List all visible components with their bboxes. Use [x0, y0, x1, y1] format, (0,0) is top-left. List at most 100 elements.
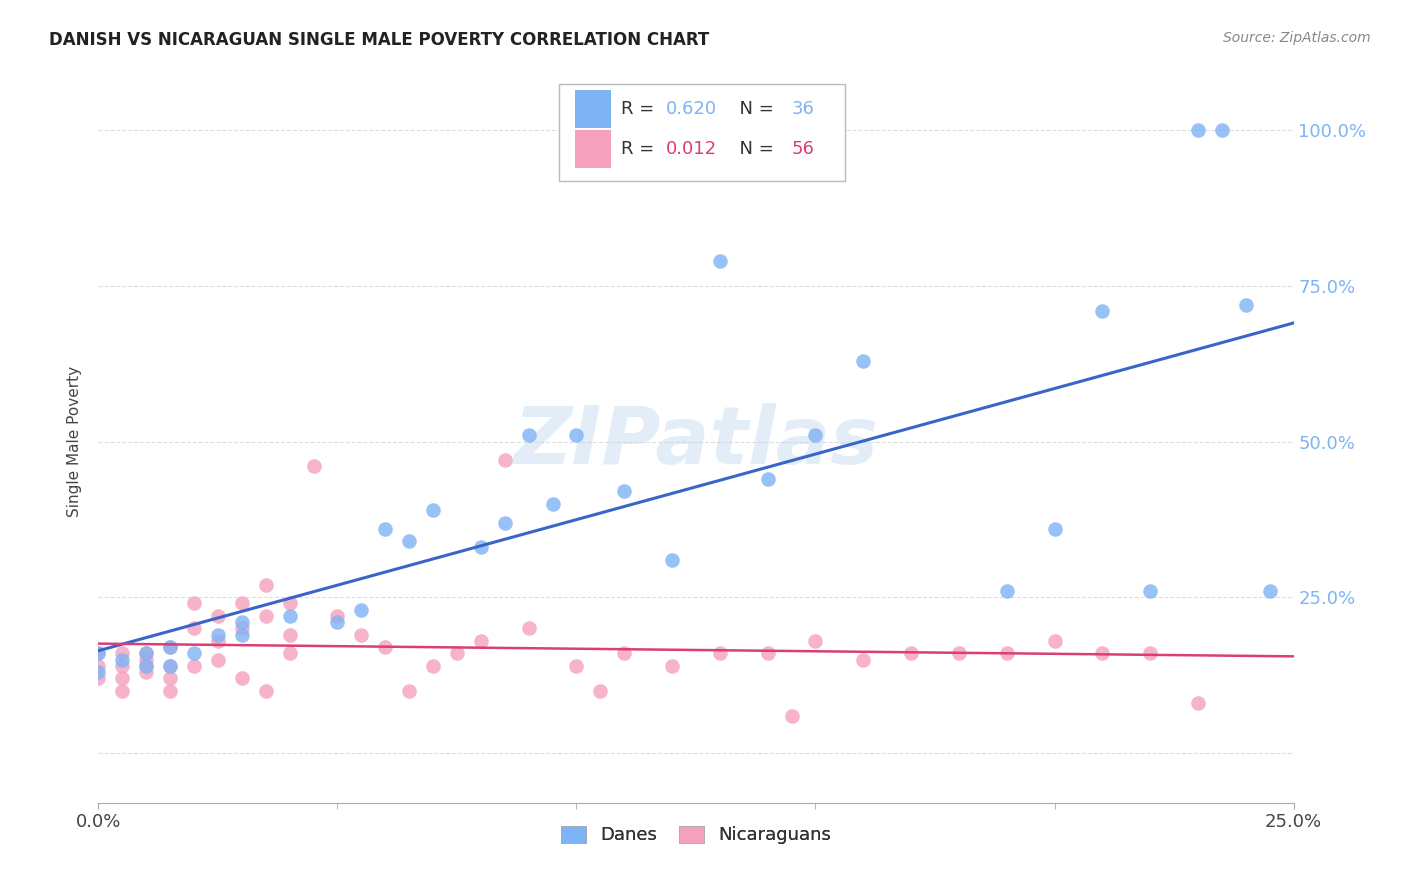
- Point: [756, 646, 779, 660]
- Point: [111, 646, 134, 660]
- Point: [87, 665, 110, 679]
- Text: DANISH VS NICARAGUAN SINGLE MALE POVERTY CORRELATION CHART: DANISH VS NICARAGUAN SINGLE MALE POVERTY…: [49, 31, 710, 49]
- Point: [374, 522, 396, 536]
- Point: [613, 646, 636, 660]
- Point: [254, 609, 277, 624]
- Point: [254, 683, 277, 698]
- Point: [780, 708, 803, 723]
- Point: [87, 646, 110, 660]
- Point: [135, 646, 157, 660]
- Point: [87, 646, 110, 660]
- Point: [709, 646, 731, 660]
- Point: [111, 683, 134, 698]
- Point: [159, 658, 181, 673]
- Legend: Danes, Nicaraguans: Danes, Nicaraguans: [554, 818, 838, 852]
- Point: [661, 658, 683, 673]
- Point: [135, 665, 157, 679]
- Point: [111, 658, 134, 673]
- Point: [135, 646, 157, 660]
- Point: [446, 646, 468, 660]
- Point: [756, 472, 779, 486]
- Point: [135, 658, 157, 673]
- Point: [1091, 303, 1114, 318]
- Point: [517, 621, 540, 635]
- Point: [1139, 646, 1161, 660]
- Point: [278, 646, 301, 660]
- FancyBboxPatch shape: [575, 90, 612, 128]
- Point: [159, 671, 181, 685]
- Text: N =: N =: [728, 100, 780, 118]
- Point: [159, 683, 181, 698]
- Point: [326, 615, 349, 630]
- Point: [231, 671, 253, 685]
- Point: [1234, 297, 1257, 311]
- Point: [470, 541, 492, 555]
- Point: [374, 640, 396, 654]
- Point: [159, 640, 181, 654]
- Point: [494, 453, 516, 467]
- Point: [111, 671, 134, 685]
- Text: R =: R =: [620, 140, 659, 158]
- Text: N =: N =: [728, 140, 780, 158]
- Point: [422, 658, 444, 673]
- Point: [183, 597, 205, 611]
- Point: [207, 609, 229, 624]
- Point: [1139, 584, 1161, 599]
- Point: [804, 633, 827, 648]
- Point: [1187, 696, 1209, 710]
- Point: [804, 428, 827, 442]
- Point: [565, 658, 588, 673]
- Point: [87, 671, 110, 685]
- Point: [494, 516, 516, 530]
- Point: [254, 578, 277, 592]
- Point: [995, 646, 1018, 660]
- Point: [852, 353, 875, 368]
- Point: [613, 484, 636, 499]
- Point: [517, 428, 540, 442]
- Point: [278, 597, 301, 611]
- Point: [1258, 584, 1281, 599]
- Point: [207, 627, 229, 641]
- Point: [1091, 646, 1114, 660]
- Point: [565, 428, 588, 442]
- Point: [589, 683, 612, 698]
- FancyBboxPatch shape: [558, 84, 845, 181]
- Point: [326, 609, 349, 624]
- Point: [87, 658, 110, 673]
- Point: [1043, 522, 1066, 536]
- Point: [135, 658, 157, 673]
- Text: 0.012: 0.012: [666, 140, 717, 158]
- Point: [278, 627, 301, 641]
- Point: [207, 652, 229, 666]
- Point: [661, 553, 683, 567]
- Point: [159, 658, 181, 673]
- Point: [278, 609, 301, 624]
- Point: [231, 627, 253, 641]
- Point: [422, 503, 444, 517]
- Text: ZIPatlas: ZIPatlas: [513, 402, 879, 481]
- Text: 56: 56: [792, 140, 814, 158]
- Point: [900, 646, 922, 660]
- Point: [709, 253, 731, 268]
- Point: [1043, 633, 1066, 648]
- Point: [350, 627, 373, 641]
- Point: [1187, 123, 1209, 137]
- Text: 0.620: 0.620: [666, 100, 717, 118]
- Point: [183, 621, 205, 635]
- Point: [183, 658, 205, 673]
- Point: [948, 646, 970, 660]
- Point: [159, 640, 181, 654]
- Point: [231, 615, 253, 630]
- Point: [183, 646, 205, 660]
- Point: [398, 534, 420, 549]
- Point: [852, 652, 875, 666]
- Point: [302, 459, 325, 474]
- Point: [231, 621, 253, 635]
- FancyBboxPatch shape: [575, 130, 612, 168]
- Text: 36: 36: [792, 100, 814, 118]
- Point: [207, 633, 229, 648]
- Point: [1211, 123, 1233, 137]
- Text: Source: ZipAtlas.com: Source: ZipAtlas.com: [1223, 31, 1371, 45]
- Point: [111, 652, 134, 666]
- Point: [350, 603, 373, 617]
